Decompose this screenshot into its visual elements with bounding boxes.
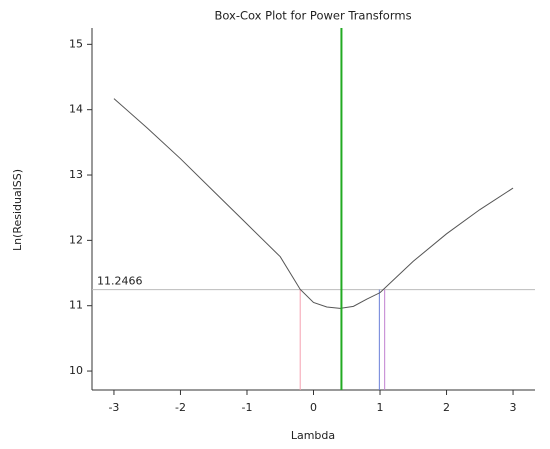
x-tick-label: -1 xyxy=(241,401,252,414)
y-tick-label: 15 xyxy=(69,37,83,50)
chart-title: Box-Cox Plot for Power Transforms xyxy=(214,9,411,23)
y-tick-label: 10 xyxy=(69,364,83,377)
x-tick-label: 2 xyxy=(443,401,450,414)
y-tick-label: 13 xyxy=(69,168,83,181)
x-tick-label: 3 xyxy=(510,401,517,414)
threshold-label: 11.2466 xyxy=(97,275,143,288)
y-axis-label: Ln(ResidualSS) xyxy=(11,169,24,251)
x-tick-label: -3 xyxy=(108,401,119,414)
x-tick-label: 1 xyxy=(377,401,384,414)
y-tick-label: 14 xyxy=(69,103,83,116)
x-tick-label: 0 xyxy=(310,401,317,414)
x-axis-label: Lambda xyxy=(291,429,335,442)
x-tick-label: -2 xyxy=(175,401,186,414)
data-line xyxy=(113,98,514,309)
y-tick-label: 11 xyxy=(69,299,83,312)
y-tick-label: 12 xyxy=(69,233,83,246)
